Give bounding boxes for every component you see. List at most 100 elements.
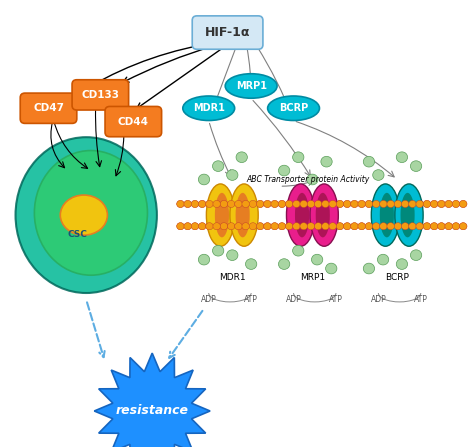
- Text: CD133: CD133: [82, 90, 119, 100]
- Circle shape: [351, 223, 358, 230]
- Circle shape: [177, 223, 184, 230]
- Circle shape: [206, 200, 213, 207]
- Circle shape: [423, 223, 431, 230]
- Circle shape: [220, 200, 228, 207]
- Circle shape: [199, 200, 206, 207]
- Circle shape: [177, 200, 184, 207]
- Text: CSC: CSC: [67, 230, 87, 239]
- Circle shape: [199, 223, 206, 230]
- Circle shape: [430, 223, 438, 230]
- Circle shape: [387, 223, 394, 230]
- Circle shape: [363, 156, 374, 167]
- Circle shape: [351, 223, 358, 230]
- Circle shape: [300, 200, 308, 207]
- Circle shape: [235, 223, 242, 230]
- Circle shape: [213, 200, 220, 207]
- Circle shape: [373, 200, 380, 207]
- Circle shape: [358, 223, 365, 230]
- Text: BCRP: BCRP: [279, 103, 308, 113]
- Text: CD44: CD44: [118, 116, 149, 127]
- Circle shape: [191, 200, 199, 207]
- Circle shape: [307, 200, 315, 207]
- Circle shape: [300, 223, 308, 230]
- Circle shape: [329, 200, 337, 207]
- Circle shape: [438, 200, 445, 207]
- Circle shape: [416, 200, 423, 207]
- Circle shape: [394, 223, 401, 230]
- Circle shape: [459, 200, 467, 207]
- FancyBboxPatch shape: [192, 16, 263, 49]
- Circle shape: [409, 223, 416, 230]
- Text: ATP: ATP: [329, 295, 343, 304]
- Circle shape: [380, 223, 387, 230]
- Circle shape: [394, 200, 401, 207]
- Circle shape: [307, 174, 318, 185]
- FancyBboxPatch shape: [72, 80, 128, 110]
- Text: MDR1: MDR1: [219, 273, 246, 282]
- Circle shape: [423, 200, 431, 207]
- Circle shape: [387, 200, 394, 207]
- Circle shape: [242, 223, 249, 230]
- Circle shape: [292, 200, 300, 207]
- Circle shape: [438, 223, 445, 230]
- Circle shape: [256, 223, 264, 230]
- Circle shape: [285, 223, 293, 230]
- Circle shape: [307, 223, 315, 230]
- Circle shape: [220, 200, 228, 207]
- Circle shape: [401, 200, 409, 207]
- Circle shape: [228, 223, 235, 230]
- Text: MRP1: MRP1: [300, 273, 325, 282]
- Circle shape: [410, 250, 422, 260]
- Circle shape: [452, 200, 460, 207]
- Bar: [181, 204, 463, 226]
- Circle shape: [198, 174, 210, 185]
- Circle shape: [235, 200, 242, 207]
- Circle shape: [228, 223, 235, 230]
- Circle shape: [363, 263, 374, 274]
- Circle shape: [438, 200, 445, 207]
- Circle shape: [336, 200, 344, 207]
- Circle shape: [365, 223, 373, 230]
- Circle shape: [235, 223, 242, 230]
- Circle shape: [329, 223, 337, 230]
- Text: ADP: ADP: [201, 295, 217, 304]
- Circle shape: [184, 223, 191, 230]
- Circle shape: [445, 223, 453, 230]
- Text: CD47: CD47: [33, 103, 64, 113]
- Circle shape: [311, 254, 323, 265]
- Text: ATP: ATP: [414, 295, 428, 304]
- Circle shape: [264, 223, 271, 230]
- Circle shape: [199, 223, 206, 230]
- Circle shape: [235, 200, 242, 207]
- Circle shape: [242, 200, 249, 207]
- Ellipse shape: [225, 74, 277, 98]
- Circle shape: [213, 223, 220, 230]
- Circle shape: [396, 259, 408, 269]
- Circle shape: [387, 223, 394, 230]
- Circle shape: [326, 263, 337, 274]
- Circle shape: [292, 246, 304, 256]
- Circle shape: [459, 223, 467, 230]
- Ellipse shape: [183, 96, 235, 121]
- Circle shape: [401, 223, 409, 230]
- Circle shape: [438, 223, 445, 230]
- Circle shape: [344, 223, 351, 230]
- Circle shape: [292, 223, 300, 230]
- Circle shape: [322, 223, 329, 230]
- Circle shape: [264, 200, 271, 207]
- Circle shape: [365, 200, 373, 207]
- Circle shape: [177, 223, 184, 230]
- Circle shape: [177, 200, 184, 207]
- Circle shape: [336, 223, 344, 230]
- Circle shape: [256, 200, 264, 207]
- Ellipse shape: [310, 184, 338, 246]
- Text: resistance: resistance: [116, 405, 189, 418]
- Ellipse shape: [215, 193, 229, 237]
- Circle shape: [380, 200, 387, 207]
- Ellipse shape: [35, 151, 147, 275]
- Circle shape: [292, 223, 300, 230]
- Text: HIF-1α: HIF-1α: [205, 26, 250, 39]
- Circle shape: [344, 200, 351, 207]
- Ellipse shape: [371, 184, 400, 246]
- Circle shape: [410, 161, 422, 172]
